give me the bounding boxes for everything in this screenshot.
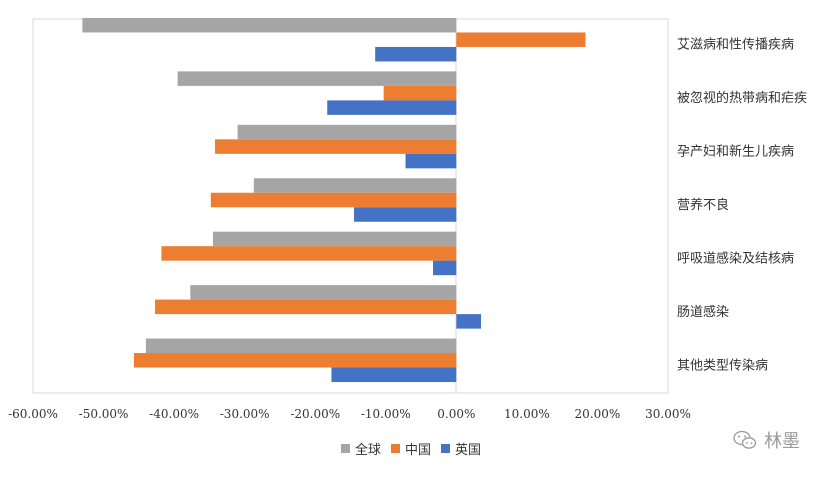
x-axis-ticks: -60.00% -50.00% -40.00% -30.00% -20.00% -10.0… [8, 407, 691, 421]
bar-2-4 [210, 192, 457, 208]
bar-3-7 [331, 367, 457, 383]
bar-2-7 [133, 353, 457, 368]
x-tick-label: -10.00% [361, 407, 411, 421]
x-tick-label: 30.00% [645, 407, 691, 421]
x-tick-label: -20.00% [290, 407, 340, 421]
bar-3-2 [327, 100, 457, 115]
category-label: 肠道感染 [677, 304, 729, 320]
bar-2-3 [215, 139, 457, 154]
category-label: 营养不良 [677, 197, 729, 213]
bar-1-5 [212, 231, 457, 247]
legend-label: 全球 [355, 442, 381, 458]
bars-layer [82, 17, 586, 383]
watermark: 林墨 [733, 430, 800, 452]
bar-1-6 [190, 285, 457, 300]
x-tick-label: 20.00% [575, 407, 621, 421]
bar-2-1 [456, 32, 586, 47]
legend: 全球 中国 英国 [341, 442, 481, 458]
bar-3-5 [433, 260, 457, 276]
bar-3-3 [405, 153, 457, 169]
legend-label: 英国 [455, 443, 481, 458]
wechat-icon [733, 430, 757, 449]
bar-2-5 [161, 246, 457, 261]
x-tick-label: -50.00% [79, 407, 129, 421]
x-tick-label: -30.00% [220, 407, 270, 421]
category-label: 被忽视的热带病和疟疾 [677, 90, 807, 106]
bar-1-7 [145, 338, 457, 354]
bar-2-2 [383, 85, 457, 101]
bar-3-4 [354, 207, 457, 222]
bar-1-3 [237, 124, 457, 140]
watermark-text: 林墨 [764, 431, 800, 452]
legend-swatch [391, 444, 400, 453]
category-label: 孕产妇和新生儿疾病 [677, 144, 794, 160]
category-label: 呼吸道感染及结核病 [677, 250, 794, 266]
category-labels: 艾滋病和性传播疾病被忽视的热带病和疟疾孕产妇和新生儿疾病营养不良呼吸道感染及结核… [677, 38, 807, 374]
bar-1-2 [177, 71, 457, 86]
x-tick-label: -40.00% [149, 407, 199, 421]
x-tick-label: 0.00% [437, 407, 475, 421]
bar-2-6 [155, 299, 457, 315]
bar-1-4 [253, 178, 457, 193]
category-label: 其他类型传染病 [677, 358, 768, 373]
bar-3-1 [375, 46, 457, 62]
category-label: 艾滋病和性传播疾病 [677, 38, 794, 53]
x-tick-label: 10.00% [504, 407, 550, 421]
legend-swatch [441, 444, 450, 453]
bar-1-1 [82, 17, 457, 33]
legend-label: 中国 [405, 443, 431, 458]
x-tick-label: -60.00% [8, 407, 58, 421]
legend-swatch [341, 444, 350, 453]
bar-3-6 [456, 314, 482, 329]
